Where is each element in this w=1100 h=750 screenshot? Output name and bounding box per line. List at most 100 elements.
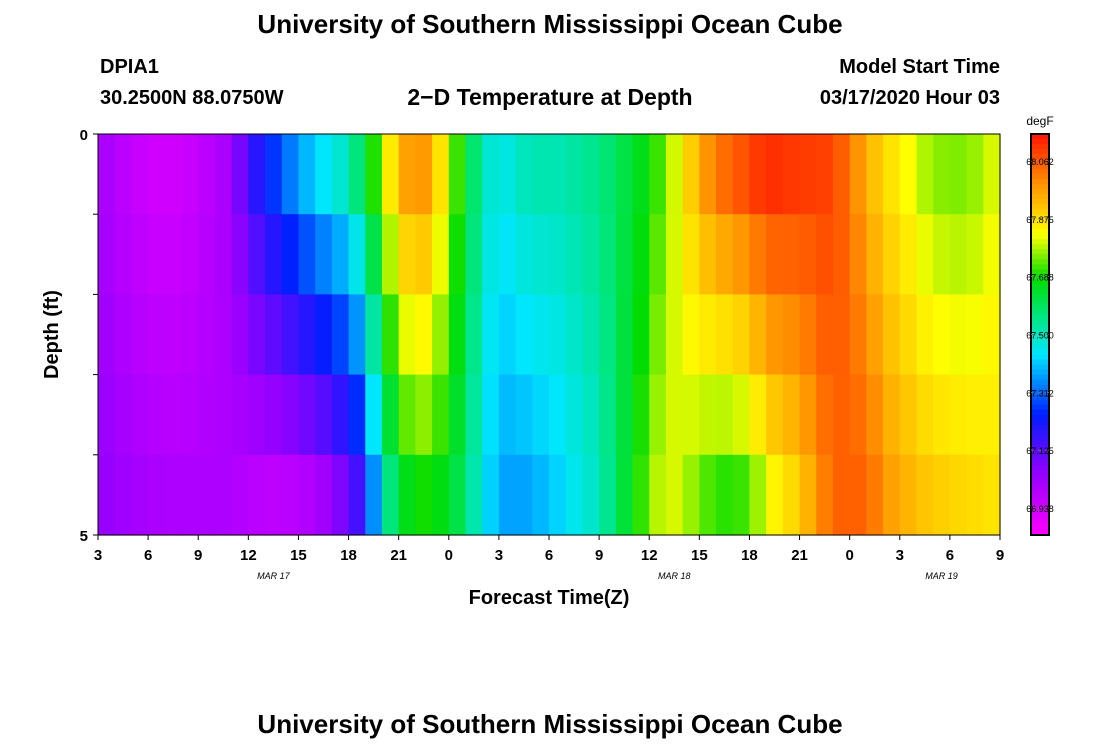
model-start-time: 03/17/2020 Hour 03: [819, 87, 1000, 109]
model-start-label: Model Start Time: [839, 56, 1000, 78]
heatmap-cell: [365, 134, 383, 215]
heatmap-cell: [632, 294, 650, 376]
x-tick-label: 6: [545, 547, 553, 564]
colorbar-segment: [1031, 404, 1049, 411]
heatmap-cell: [498, 374, 517, 456]
heatmap-cell: [549, 134, 567, 215]
heatmap-cell: [248, 214, 266, 295]
heatmap-cell: [515, 294, 533, 376]
heatmap-cell: [749, 374, 767, 456]
colorbar-segment: [1031, 424, 1049, 431]
heatmap-cell: [415, 294, 433, 376]
heatmap-cell: [883, 134, 901, 215]
colorbar-segment: [1031, 199, 1049, 205]
heatmap-cell: [315, 294, 333, 376]
colorbar-segment: [1031, 229, 1049, 235]
heatmap-cell: [532, 134, 550, 215]
heatmap-cell: [181, 214, 199, 295]
heatmap-cell: [415, 374, 433, 456]
heatmap-cell: [732, 294, 751, 376]
heatmap-cell: [766, 294, 784, 376]
colorbar-segment: [1031, 224, 1049, 230]
heatmap-cell: [498, 134, 517, 215]
heatmap-cell: [966, 134, 984, 215]
station-coordinates: 30.2500N 88.0750W: [100, 87, 284, 109]
heatmap-cell: [532, 374, 550, 456]
colorbar-segment: [1031, 299, 1049, 305]
heatmap-cell: [716, 214, 734, 295]
heatmap-cell: [816, 134, 834, 215]
heatmap-cell: [465, 454, 483, 536]
heatmap-cell: [799, 374, 817, 456]
colorbar-segment: [1031, 259, 1049, 265]
heatmap-cell: [365, 374, 383, 456]
heatmap-cell: [599, 374, 617, 456]
heatmap-cell: [983, 454, 1001, 536]
heatmap-cell: [348, 214, 366, 295]
heatmap-cell: [164, 214, 183, 295]
x-tick-label: 3: [94, 547, 102, 564]
heatmap-cell: [832, 214, 851, 295]
colorbar-segment: [1031, 364, 1049, 371]
x-tick-label: 18: [340, 547, 357, 564]
heatmap-cell: [916, 294, 934, 376]
heatmap-cell: [966, 454, 984, 536]
heatmap-cell: [231, 454, 249, 536]
heatmap-cell: [515, 374, 533, 456]
heatmap-cell: [782, 374, 801, 456]
heatmap-cell: [682, 294, 700, 376]
heatmap-cell: [549, 214, 567, 295]
heatmap-cell: [231, 214, 249, 295]
heatmap-cell: [398, 214, 416, 295]
heatmap-cell: [933, 374, 951, 456]
heatmap-cell: [899, 454, 918, 536]
heatmap-cell: [381, 134, 400, 215]
heatmap-cell: [331, 454, 350, 536]
y-tick-label: 5: [80, 528, 88, 545]
heatmap-cell: [916, 134, 934, 215]
colorbar-segment: [1031, 264, 1049, 270]
x-tick-label: 3: [495, 547, 503, 564]
colorbar-segment: [1031, 279, 1049, 285]
x-tick-label: 9: [194, 547, 202, 564]
colorbar-segment: [1031, 354, 1049, 361]
x-tick-label: 0: [445, 547, 453, 564]
heatmap-cell: [899, 374, 918, 456]
heatmap-cell: [933, 214, 951, 295]
colorbar-segment: [1031, 379, 1049, 386]
colorbar-segment: [1031, 474, 1049, 481]
heatmap-cell: [248, 294, 266, 376]
heatmap-cell: [883, 374, 901, 456]
heatmap-cell: [482, 214, 500, 295]
heatmap-cell: [866, 214, 884, 295]
colorbar-segment: [1031, 134, 1049, 140]
heatmap-cell: [749, 454, 767, 536]
heatmap-cell: [498, 294, 517, 376]
heatmap-cell: [231, 134, 249, 215]
colorbar-segment: [1031, 204, 1049, 210]
heatmap-cell: [131, 134, 149, 215]
heatmap-cell: [966, 374, 984, 456]
heatmap-cell: [899, 134, 918, 215]
colorbar-tick-label: 67.312: [1026, 388, 1054, 398]
colorbar-tick-label: 66.938: [1026, 504, 1054, 514]
colorbar-tick-label: 67.125: [1026, 446, 1054, 456]
heatmap-cell: [699, 134, 717, 215]
heatmap-cell: [782, 214, 801, 295]
heatmap-cell: [265, 134, 283, 215]
heatmap-cell: [849, 374, 867, 456]
heatmap-cell: [632, 134, 650, 215]
heatmap-cell: [214, 134, 233, 215]
heatmap-cell: [582, 374, 600, 456]
heatmap-cell: [181, 134, 199, 215]
heatmap-cell: [348, 294, 366, 376]
heatmap-cell: [799, 134, 817, 215]
heatmap-cell: [164, 134, 183, 215]
heatmap-cell: [966, 294, 984, 376]
heatmap-cell: [315, 134, 333, 215]
heatmap-cell: [265, 454, 283, 536]
y-tick-label: 0: [80, 127, 88, 144]
colorbar-segment: [1031, 519, 1049, 526]
colorbar-segment: [1031, 489, 1049, 496]
colorbar-segment: [1031, 289, 1049, 295]
